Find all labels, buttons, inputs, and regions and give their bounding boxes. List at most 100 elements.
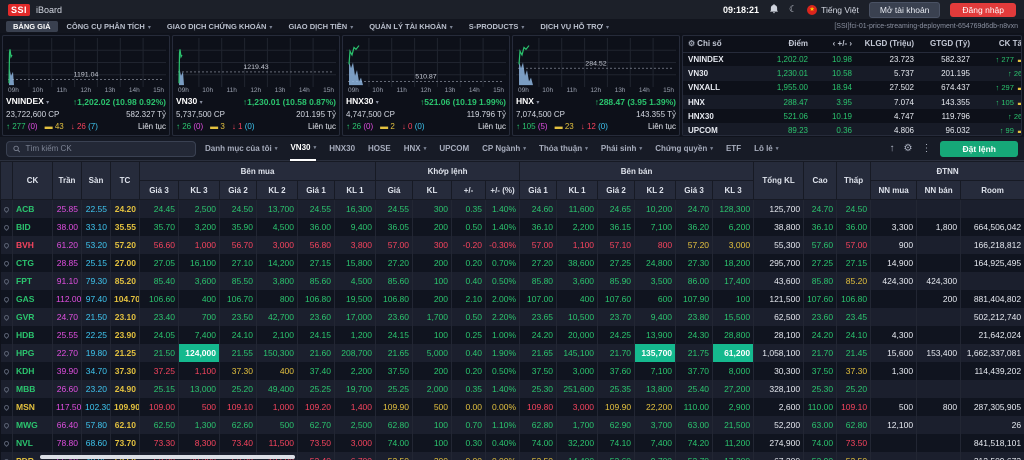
ticker-symbol[interactable]: GVR <box>13 308 53 326</box>
pin-icon[interactable] <box>1 326 13 344</box>
index-name[interactable]: UPCOM <box>683 123 755 136</box>
stock-row-mwg[interactable]: MWG66.4057.8062.1062.501,30062.6050062.7… <box>1 416 1024 434</box>
dark-mode-icon[interactable]: ☾ <box>789 5 797 14</box>
place-order-button[interactable]: Đặt lệnh <box>940 141 1018 157</box>
tab-phái-sinh[interactable]: Phái sinh▾ <box>601 137 642 161</box>
collapse-charts-icon[interactable]: ↑ <box>890 143 895 154</box>
menu-item[interactable]: S-PRODUCTS▾ <box>462 21 532 32</box>
index-settings-gear-icon[interactable]: ⚙ <box>688 39 695 48</box>
pin-icon[interactable] <box>1 308 13 326</box>
index-name[interactable]: HNX ▾ <box>516 95 539 109</box>
stock-row-fpt[interactable]: FPT91.1079.3085.2085.403,60085.503,80085… <box>1 272 1024 290</box>
horizontal-scrollbar[interactable] <box>40 455 295 459</box>
index-name[interactable]: VNINDEX ▾ <box>6 95 49 109</box>
pin-icon[interactable] <box>1 290 13 308</box>
index-name[interactable]: VNINDEX <box>683 52 755 66</box>
pin-icon[interactable] <box>1 380 13 398</box>
ticker-symbol[interactable]: BVH <box>13 236 53 254</box>
index-row-vnindex[interactable]: VNINDEX 1,202.02 10.98 23.723 582.327 ↑ … <box>683 52 1022 66</box>
pin-icon[interactable] <box>1 362 13 380</box>
ssi-logo[interactable]: SSI <box>8 4 30 16</box>
stock-row-acb[interactable]: ACB25.8522.5524.2024.452,50024.5013,7002… <box>1 200 1024 218</box>
pin-icon[interactable] <box>1 398 13 416</box>
match-vol: 500 <box>413 398 452 416</box>
index-name[interactable]: VN30 ▾ <box>176 95 203 109</box>
search-box[interactable] <box>6 141 196 157</box>
ticker-symbol[interactable]: KDH <box>13 362 53 380</box>
pin-icon[interactable] <box>1 200 13 218</box>
index-name[interactable]: HNX <box>683 95 755 109</box>
pin-icon[interactable] <box>1 344 13 362</box>
menu-item[interactable]: GIAO DỊCH CHỨNG KHOÁN▾ <box>160 21 280 32</box>
col-total-vol: Tổng KL <box>754 162 804 200</box>
ticker-symbol[interactable]: HDB <box>13 326 53 344</box>
stock-row-gas[interactable]: GAS112.0097.40104.70106.60400106.7080010… <box>1 290 1024 308</box>
tab-danh-mục-của-tôi[interactable]: Danh mục của tôi▾ <box>205 137 277 161</box>
pin-icon[interactable] <box>1 236 13 254</box>
tab-hose[interactable]: HOSE <box>368 137 391 161</box>
index-name[interactable]: VNXALL <box>683 81 755 95</box>
index-row-vnxall[interactable]: VNXALL 1,955.00 18.94 27.502 674.437 ↑ 2… <box>683 81 1022 95</box>
stock-row-kdh[interactable]: KDH39.9034.7037.3037.251,10037.3040037.4… <box>1 362 1024 380</box>
tab-hnx[interactable]: HNX▾ <box>404 137 427 161</box>
tab-hnx30[interactable]: HNX30 <box>329 137 355 161</box>
index-row-hnx[interactable]: HNX 288.47 3.95 7.074 143.355 ↑ 105▬ 23↓… <box>683 95 1022 109</box>
index-row-upcom[interactable]: UPCOM 89.23 0.36 4.806 96.032 ↑ 99▬ 31↓ … <box>683 123 1022 136</box>
menu-item[interactable]: BẢNG GIÁ <box>6 21 58 32</box>
bell-icon[interactable] <box>769 3 779 16</box>
session-status: Liên tục <box>648 121 676 133</box>
stock-row-hpg[interactable]: HPG22.7019.8021.2521.50124,00021.55150,3… <box>1 344 1024 362</box>
ticker-symbol[interactable]: MSN <box>13 398 53 416</box>
stock-row-nvl[interactable]: NVL78.8068.6073.7073.308,30073.4011,5007… <box>1 434 1024 452</box>
menu-item[interactable]: DỊCH VỤ HỖ TRỢ▾ <box>533 21 616 32</box>
x-axis-tick: 14h <box>639 87 650 94</box>
tab-chứng-quyền[interactable]: Chứng quyền▾ <box>655 137 713 161</box>
ticker-symbol[interactable]: FPT <box>13 272 53 290</box>
ticker-symbol[interactable]: BID <box>13 218 53 236</box>
pin-icon[interactable] <box>1 272 13 290</box>
stock-row-hdb[interactable]: HDB25.5522.2523.9024.057,40024.102,10024… <box>1 326 1024 344</box>
pin-icon[interactable] <box>1 416 13 434</box>
login-button[interactable]: Đăng nhập <box>950 3 1016 17</box>
stock-row-ctg[interactable]: CTG28.8525.1527.0027.0516,10027.1014,200… <box>1 254 1024 272</box>
foreign-buy <box>871 434 917 452</box>
index-name[interactable]: HNX30 ▾ <box>346 95 379 109</box>
pin-icon[interactable] <box>1 218 13 236</box>
open-account-button[interactable]: Mở tài khoản <box>869 2 941 18</box>
tab-lô-lẻ[interactable]: Lô lẻ▾ <box>754 137 778 161</box>
tab-vn30[interactable]: VN30▾ <box>290 137 316 161</box>
search-input[interactable] <box>25 144 189 153</box>
ticker-symbol[interactable]: MBB <box>13 380 53 398</box>
tab-upcom[interactable]: UPCOM <box>439 137 469 161</box>
stock-row-gvr[interactable]: GVR24.7021.5023.1023.4070023.5042,70023.… <box>1 308 1024 326</box>
tab-thỏa-thuận[interactable]: Thỏa thuận▾ <box>539 137 588 161</box>
menu-item[interactable]: GIAO DỊCH TIỀN▾ <box>281 21 360 32</box>
index-name[interactable]: VN30 <box>683 66 755 80</box>
tab-etf[interactable]: ETF <box>726 137 741 161</box>
stock-row-mbb[interactable]: MBB26.6023.2024.9025.1513,00025.2049,400… <box>1 380 1024 398</box>
stock-row-bvh[interactable]: BVH61.2053.2057.2056.601,00056.703,00056… <box>1 236 1024 254</box>
ticker-symbol[interactable]: NVL <box>13 434 53 452</box>
tab-cp-ngành[interactable]: CP Ngành▾ <box>482 137 526 161</box>
high-price: 85.80 <box>804 272 837 290</box>
index-row-hnx30[interactable]: HNX30 521.06 10.19 4.747 119.796 ↑ 26▬ 2… <box>683 109 1022 123</box>
pin-icon[interactable] <box>1 434 13 452</box>
ticker-symbol[interactable]: ACB <box>13 200 53 218</box>
ticker-symbol[interactable]: GAS <box>13 290 53 308</box>
ticker-symbol[interactable]: CTG <box>13 254 53 272</box>
menu-item[interactable]: CÔNG CỤ PHÂN TÍCH▾ <box>60 21 158 32</box>
stock-row-bid[interactable]: BID38.0033.1035.5535.703,20035.904,50036… <box>1 218 1024 236</box>
menu-item[interactable]: QUẢN LÝ TÀI KHOẢN▾ <box>362 21 460 32</box>
index-name[interactable]: HNX30 <box>683 109 755 123</box>
pin-icon[interactable] <box>1 452 13 460</box>
more-options-icon[interactable]: ⋮ <box>921 143 931 154</box>
index-row-vn30[interactable]: VN30 1,230.01 10.58 5.737 201.195 ↑ 26▬ … <box>683 66 1022 80</box>
ticker-symbol[interactable]: HPG <box>13 344 53 362</box>
pin-icon[interactable] <box>1 254 13 272</box>
chevron-down-icon: ▾ <box>269 25 272 31</box>
stock-row-msn[interactable]: MSN117.50102.30109.90109.00500109.101,00… <box>1 398 1024 416</box>
language-selector[interactable]: ★ Tiếng Việt <box>807 5 859 15</box>
menubar: BẢNG GIÁCÔNG CỤ PHÂN TÍCH▾GIAO DỊCH CHỨN… <box>0 19 1024 33</box>
ticker-symbol[interactable]: MWG <box>13 416 53 434</box>
board-settings-gear-icon[interactable]: ⚙ <box>904 143 913 154</box>
